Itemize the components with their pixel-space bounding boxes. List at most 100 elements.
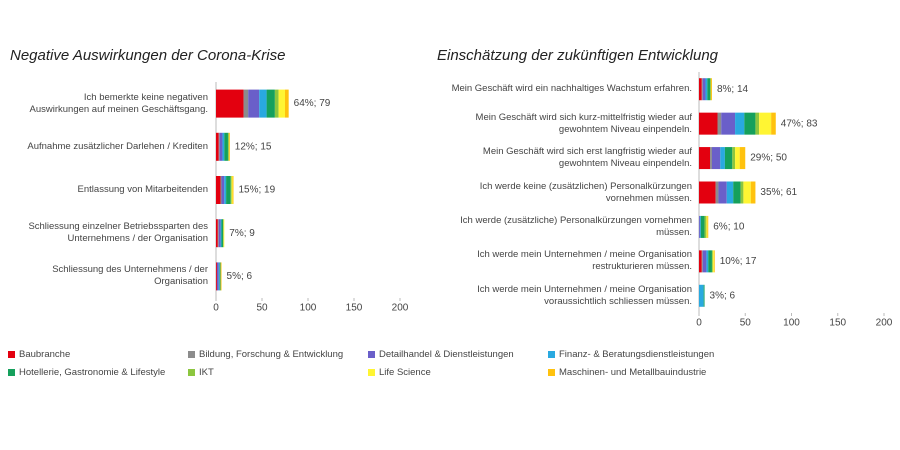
- bar-segment: [743, 181, 751, 204]
- bar-segment: [726, 181, 734, 204]
- category-label: Ich werde (zusätzliche) Personalkürzunge…: [460, 214, 692, 238]
- bar-segment: [224, 176, 227, 204]
- legend-swatch: [548, 369, 555, 376]
- legend-swatch: [8, 351, 15, 358]
- legend-item: Bildung, Forschung & Entwicklung: [188, 349, 343, 360]
- bar-segment: [699, 215, 701, 238]
- category-label: Aufnahme zusätzlicher Darlehen / Kredite…: [27, 140, 208, 152]
- bar-segment: [700, 215, 705, 238]
- legend-label: IKT: [199, 367, 214, 378]
- bar-segment: [732, 147, 736, 170]
- legend-label: Baubranche: [19, 349, 71, 360]
- bar-segment: [711, 250, 713, 273]
- bar-segment: [735, 147, 740, 170]
- bar-segment: [220, 262, 222, 291]
- x-tick-label: 100: [300, 303, 317, 314]
- bar-segment: [216, 89, 244, 118]
- bar-segment: [707, 78, 711, 101]
- value-label: 35%; 61: [760, 187, 797, 198]
- bar-segment: [711, 78, 712, 101]
- bar-segment: [224, 132, 228, 161]
- category-label: Mein Geschäft wird ein nachhaltiges Wach…: [451, 83, 692, 95]
- legend-item: Baubranche: [8, 349, 70, 360]
- bar-segment: [708, 250, 712, 273]
- bar-segment: [699, 147, 711, 170]
- bar-segment: [218, 132, 220, 161]
- category-label: Mein Geschäft wird sich kurz-mittelfrist…: [475, 111, 692, 135]
- x-tick-label: 0: [696, 318, 702, 329]
- legend-label: Detailhandel & Dienstleistungen: [379, 349, 514, 360]
- legend-item: Hotellerie, Gastronomie & Lifestyle: [8, 367, 165, 378]
- bar-segment: [710, 78, 712, 101]
- bar-segment: [755, 112, 760, 135]
- category-label: Schliessung des Unternehmens / der Organ…: [52, 264, 208, 288]
- bar-segment: [699, 250, 702, 273]
- value-label: 15%; 19: [238, 185, 275, 196]
- bar-segment: [705, 78, 708, 101]
- x-tick-label: 200: [876, 318, 893, 329]
- bar-segment: [713, 250, 715, 273]
- bar-segment: [231, 176, 233, 204]
- bar-segment: [230, 176, 232, 204]
- x-tick-label: 50: [256, 303, 268, 314]
- bar-segment: [221, 176, 225, 204]
- value-label: 8%; 14: [717, 84, 749, 95]
- bar-segment: [717, 112, 722, 135]
- bar-segment: [715, 181, 719, 204]
- bar-segment: [740, 181, 744, 204]
- x-tick-label: 100: [783, 318, 800, 329]
- bar-segment: [221, 219, 224, 248]
- legend-item: Life Science: [368, 367, 431, 378]
- value-label: 47%; 83: [781, 118, 818, 129]
- category-label: Ich werde mein Unternehmen / meine Organ…: [477, 249, 692, 273]
- bar-segment: [711, 147, 721, 170]
- x-tick-label: 150: [346, 303, 363, 314]
- bar-segment: [228, 132, 230, 161]
- bar-segment: [216, 219, 218, 248]
- bar-segment: [699, 112, 718, 135]
- bar-segment: [278, 89, 285, 118]
- legend-label: Bildung, Forschung & Entwicklung: [199, 349, 344, 360]
- bar-segment: [217, 219, 219, 248]
- bar-segment: [266, 89, 275, 118]
- bar-segment: [216, 132, 219, 161]
- bar-segment: [739, 147, 746, 170]
- legend-item: Finanz- & Beratungsdienstleistungen: [548, 349, 714, 360]
- bar-segment: [274, 89, 279, 118]
- bar-segment: [259, 89, 267, 118]
- bar-segment: [216, 262, 217, 291]
- legend-swatch: [8, 369, 15, 376]
- bar-segment: [733, 181, 741, 204]
- bar-segment: [744, 112, 756, 135]
- bar-segment: [699, 284, 704, 307]
- bar-segment: [701, 78, 703, 101]
- bar-segment: [219, 132, 223, 161]
- bar-segment: [703, 284, 705, 307]
- value-label: 7%; 9: [229, 228, 255, 239]
- bar-segment: [216, 176, 221, 204]
- bar-segment: [702, 250, 707, 273]
- bar-segment: [771, 112, 776, 135]
- chart-title: Einschätzung der zukünftigen Entwicklung: [437, 47, 719, 64]
- x-tick-label: 0: [213, 303, 219, 314]
- bar-segment: [699, 78, 702, 101]
- value-label: 5%; 6: [227, 271, 253, 282]
- bar-segment: [699, 215, 700, 238]
- value-label: 10%; 17: [720, 256, 757, 267]
- legend-item: IKT: [188, 367, 214, 378]
- legend-swatch: [188, 351, 195, 358]
- bar-segment: [220, 219, 222, 248]
- bar-segment: [248, 89, 260, 118]
- bar-segment: [704, 215, 707, 238]
- x-tick-label: 150: [829, 318, 846, 329]
- bar-segment: [223, 219, 225, 248]
- value-label: 29%; 50: [750, 153, 787, 164]
- value-label: 6%; 10: [713, 222, 745, 233]
- bar-segment: [699, 181, 716, 204]
- legend-item: Detailhandel & Dienstleistungen: [368, 349, 514, 360]
- bar-segment: [721, 112, 736, 135]
- bar-segment: [712, 250, 714, 273]
- bar-segment: [735, 112, 745, 135]
- category-label: Ich werde keine (zusätzlichen) Personalk…: [479, 180, 692, 204]
